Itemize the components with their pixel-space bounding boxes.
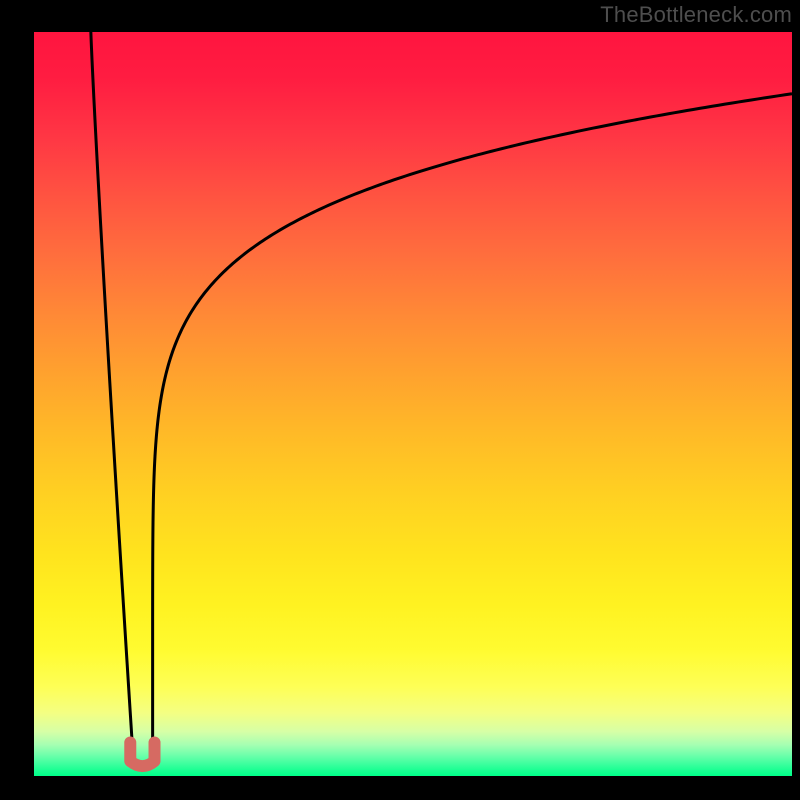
curve-left-branch bbox=[91, 32, 132, 743]
watermark-text: TheBottleneck.com bbox=[600, 2, 792, 28]
curve-layer bbox=[0, 0, 800, 800]
chart-container: TheBottleneck.com bbox=[0, 0, 800, 800]
minimum-marker bbox=[130, 743, 154, 767]
curve-right-branch bbox=[153, 94, 792, 743]
